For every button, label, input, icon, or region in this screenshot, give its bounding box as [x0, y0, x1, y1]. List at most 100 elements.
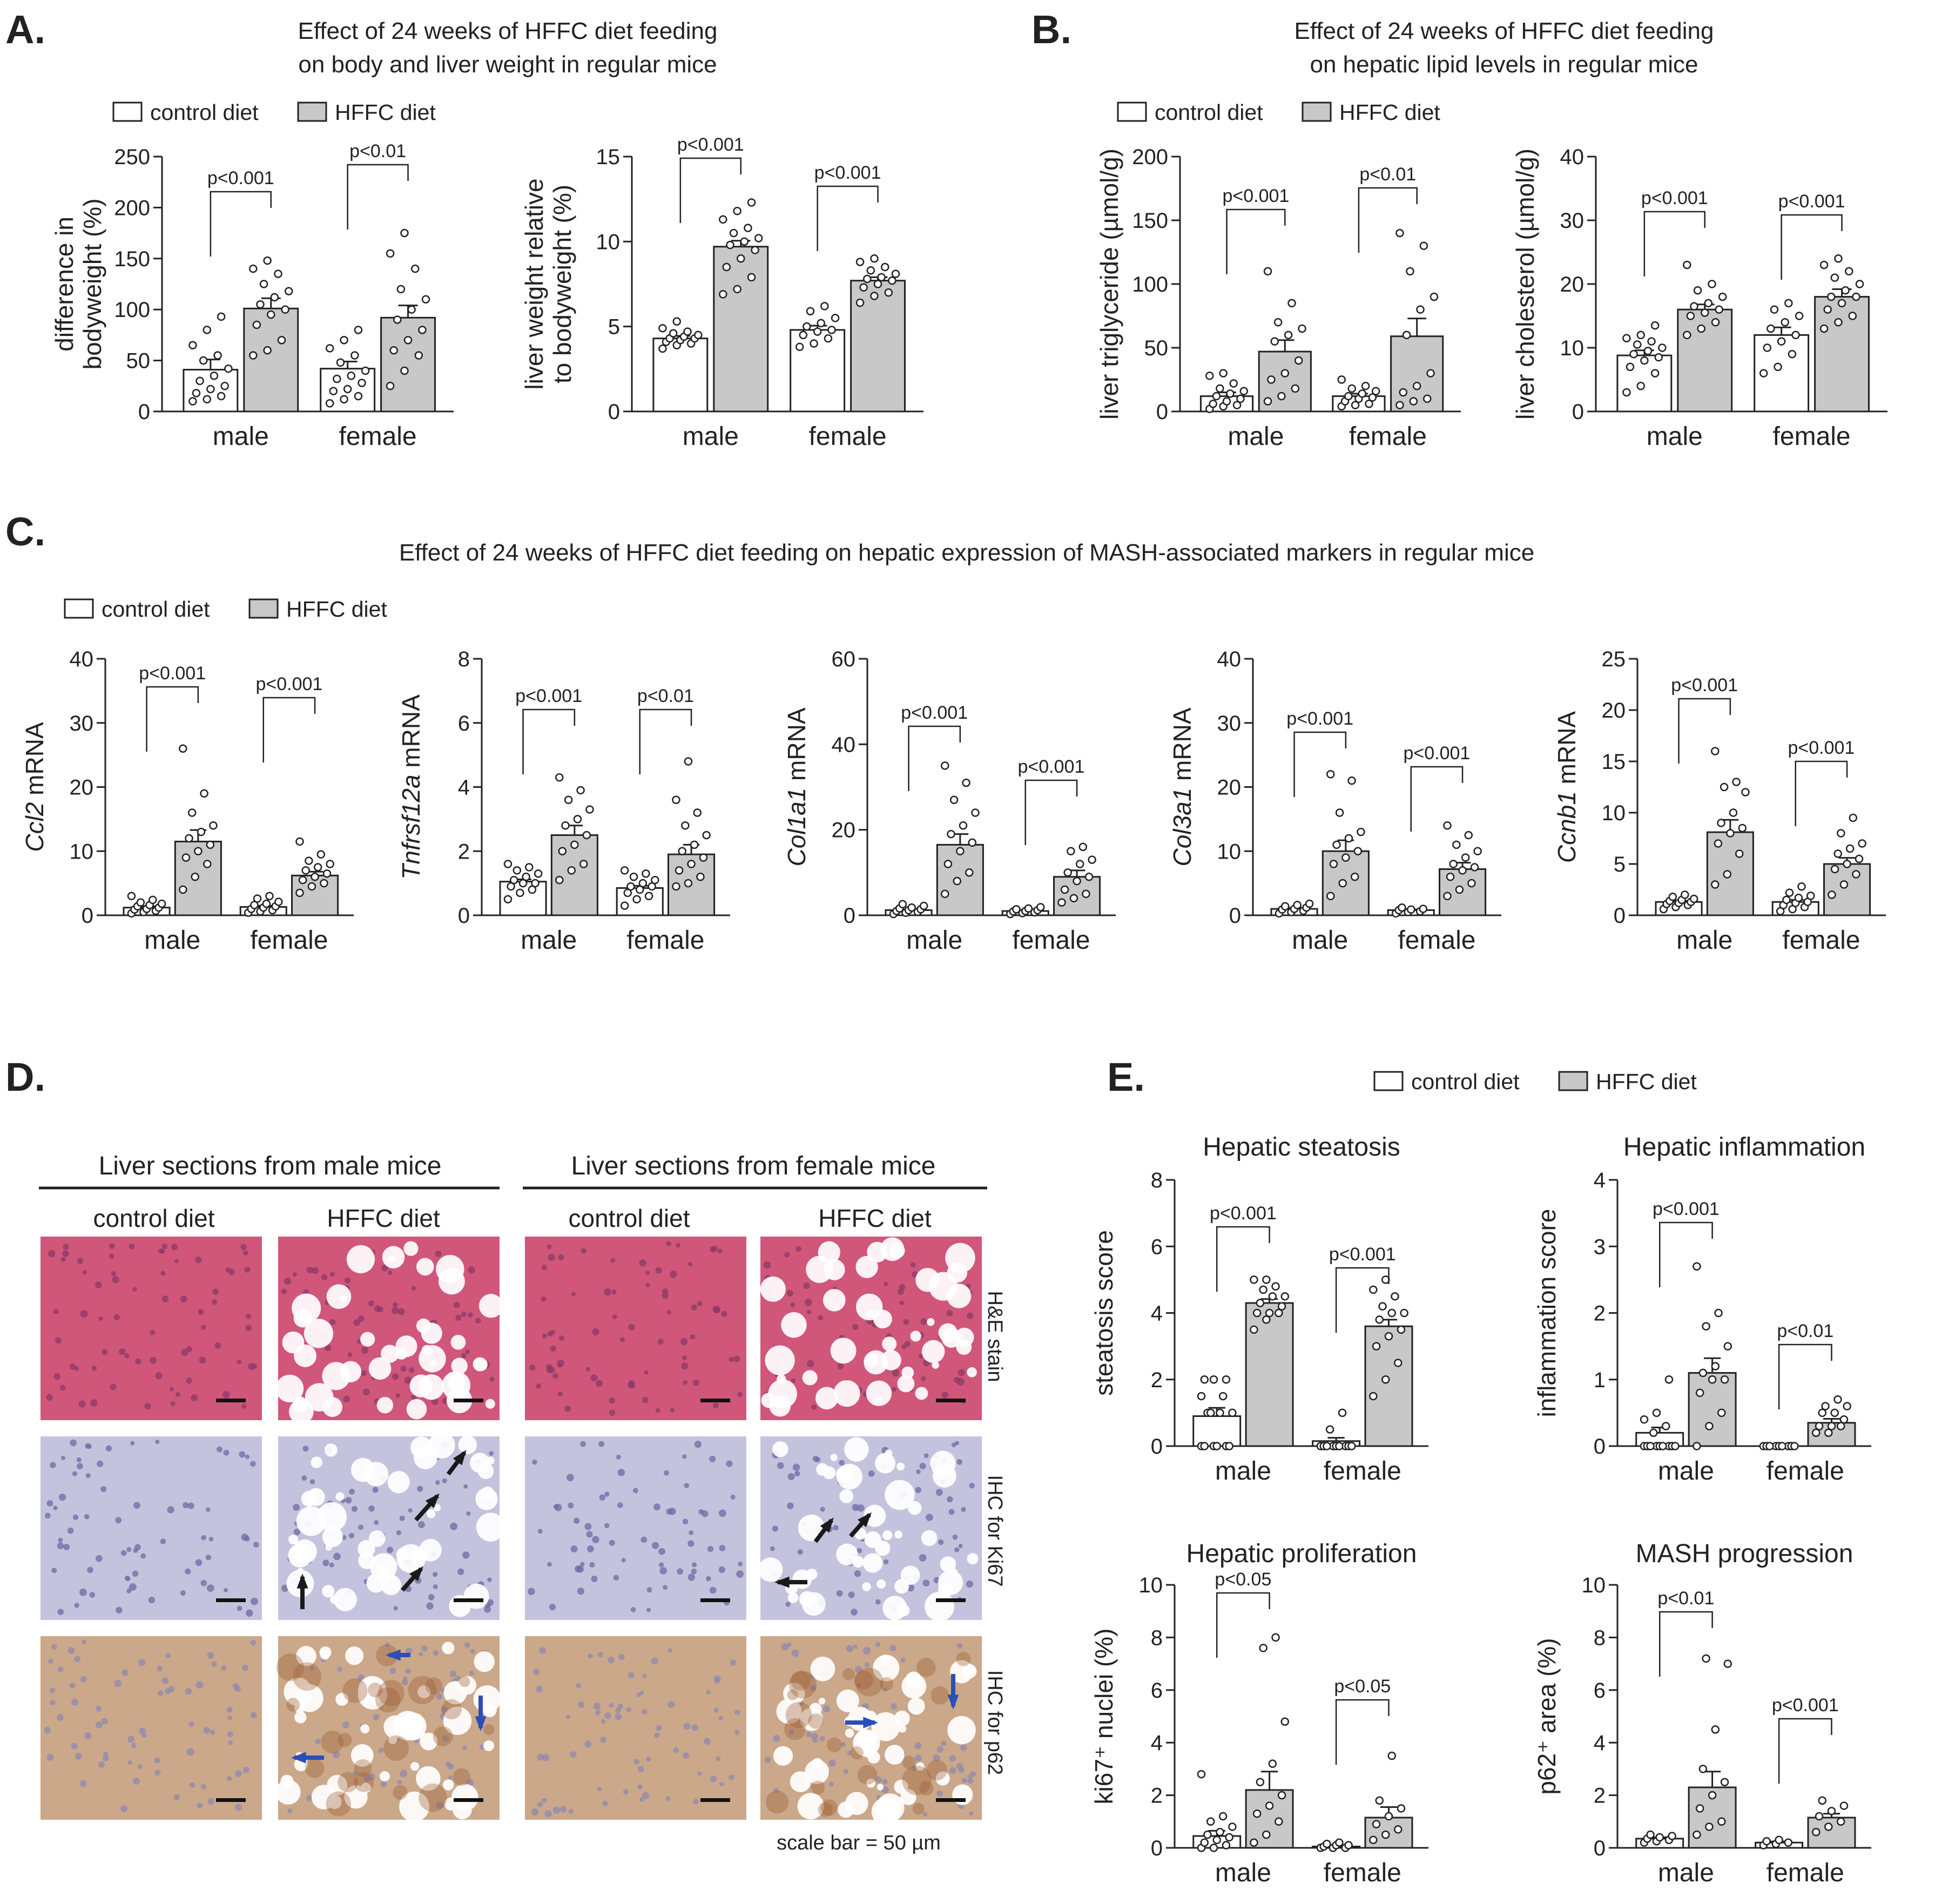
histology-nucleus [72, 1471, 78, 1476]
histology-nucleus [712, 1402, 719, 1409]
histology-p62-stain [419, 1783, 447, 1812]
histology-nucleus [651, 1542, 659, 1549]
data-point [1717, 1817, 1726, 1826]
histology-nucleus [911, 1766, 917, 1772]
histology-nucleus [421, 1645, 428, 1652]
histology-nucleus [63, 1543, 70, 1550]
data-point [1280, 902, 1290, 911]
histology-nucleus [197, 1802, 203, 1808]
data-point [185, 834, 193, 843]
histology-scale-bar-label: scale bar = 50 µm [777, 1832, 941, 1854]
histology-lipid-droplet [866, 1380, 892, 1406]
data-point [386, 249, 395, 258]
data-point [1406, 905, 1415, 914]
histology-lipid-droplet [967, 1367, 977, 1378]
histology-nucleus [195, 1256, 202, 1264]
histology-nucleus [653, 1503, 660, 1511]
histology-nucleus [645, 1270, 650, 1275]
histology-arrow-head [774, 1576, 790, 1588]
y-tick-label: 2 [1594, 1784, 1606, 1808]
data-point [1332, 840, 1341, 849]
histology-lipid-droplet [280, 1774, 294, 1788]
data-point [795, 342, 804, 352]
data-point [1073, 876, 1081, 886]
y-tick-label: 2 [1594, 1302, 1606, 1326]
data-point [1397, 1325, 1406, 1334]
data-point [873, 280, 882, 288]
histology-nucleus [920, 1318, 927, 1325]
data-point [1406, 267, 1414, 276]
histology-p62-stain [342, 1678, 368, 1703]
data-point [1335, 1442, 1344, 1450]
histology-nucleus [705, 1576, 711, 1582]
histology-nucleus [694, 1441, 702, 1448]
data-point [1723, 1659, 1732, 1668]
histology-nucleus [658, 1562, 664, 1568]
data-point [1650, 321, 1660, 330]
p-value-label: p<0.001 [901, 703, 968, 723]
histology-nucleus [102, 1349, 108, 1355]
histology-lipid-droplet [822, 1466, 836, 1480]
data-point [396, 285, 406, 294]
histology-nucleus [854, 1570, 861, 1577]
histology-p62-stain [293, 1662, 321, 1691]
data-point [1225, 1833, 1233, 1842]
histology-nucleus [361, 1347, 369, 1354]
data-point [1293, 901, 1302, 909]
data-point [1717, 819, 1725, 827]
data-point [1640, 356, 1649, 365]
data-point [1849, 813, 1858, 822]
histology-nucleus [637, 1784, 643, 1790]
category-label: female [1349, 422, 1427, 451]
data-point [1088, 855, 1096, 864]
histology-lipid-droplet [420, 1732, 438, 1751]
histology-nucleus [892, 1369, 900, 1377]
p-value-label: p<0.001 [1286, 708, 1353, 729]
histology-arrow-head [425, 1493, 440, 1509]
data-point [421, 295, 430, 304]
histology-nucleus [120, 1805, 128, 1812]
histology-lipid-droplet [886, 1800, 901, 1814]
histology-nucleus [358, 1315, 365, 1322]
histology-lipid-droplet [956, 1339, 972, 1355]
y-tick-label: 0 [1614, 904, 1626, 928]
histology-nucleus [450, 1522, 458, 1530]
histology-row-label-he: H&E stain [983, 1291, 1006, 1382]
histology-nucleus [174, 1259, 179, 1264]
histology-nucleus [111, 1271, 117, 1277]
histology-nucleus [76, 1457, 82, 1462]
category-label: female [809, 422, 887, 451]
data-point [1455, 885, 1464, 894]
histology-nucleus [836, 1590, 843, 1597]
histology-lipid-droplet [485, 1399, 495, 1409]
histology-nucleus [914, 1742, 922, 1750]
histology-scale-bar [216, 1399, 246, 1402]
data-point [249, 351, 258, 360]
histology-nucleus [392, 1307, 399, 1314]
data-point [1683, 330, 1691, 340]
histology-nucleus [144, 1402, 151, 1410]
data-point [1658, 343, 1667, 352]
data-point [1256, 1778, 1265, 1786]
histology-arrow [446, 1450, 467, 1476]
y-tick-label: 20 [1560, 273, 1585, 296]
histology-nucleus [139, 1727, 146, 1735]
legend-label-hffc: HFFC diet [1339, 100, 1440, 125]
histology-nucleus [487, 1599, 494, 1606]
histology-nucleus [125, 1576, 131, 1581]
data-point [1855, 854, 1864, 863]
data-point [1649, 1428, 1658, 1437]
y-tick-label: 20 [1602, 699, 1626, 723]
histology-nucleus [103, 1755, 109, 1761]
histology-nucleus [372, 1487, 379, 1493]
histology-nucleus [949, 1754, 956, 1762]
histology-lipid-droplet [915, 1762, 925, 1771]
data-point [263, 346, 272, 355]
histology-nucleus [597, 1652, 603, 1658]
histology-nucleus [608, 1656, 615, 1664]
histology-group-header-male: Liver sections from male mice [99, 1152, 442, 1180]
histology-image [41, 1436, 262, 1620]
histology-lipid-droplet [896, 1462, 905, 1471]
